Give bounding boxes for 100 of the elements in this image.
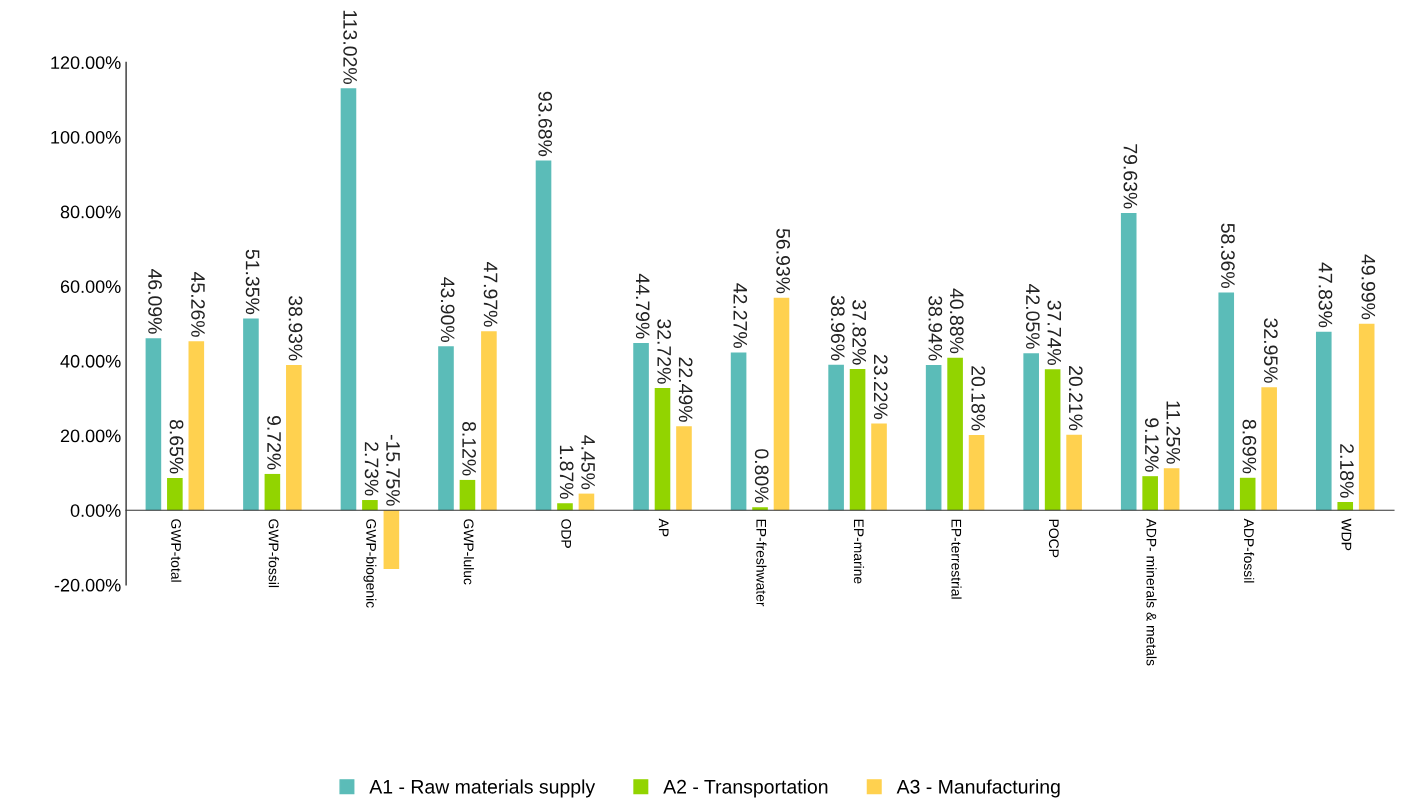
x-tick-label: EP-freshwater <box>756 519 767 607</box>
bar <box>633 343 649 511</box>
bar <box>362 500 378 511</box>
data-label: 8.69% <box>1242 419 1257 474</box>
x-tick-label: GWP-biogenic <box>363 519 377 608</box>
y-tick-label: -20.00% <box>54 578 121 592</box>
y-tick-label: 60.00% <box>60 280 121 293</box>
data-label: 58.36% <box>1221 223 1235 288</box>
bar <box>1044 369 1061 511</box>
data-label: 8.65% <box>169 419 184 474</box>
bar <box>676 426 692 511</box>
x-tick-label: WDP <box>1341 518 1352 551</box>
bar <box>340 88 357 511</box>
legend-label: A3 - Manufacturing <box>896 779 1060 798</box>
y-tick-label: 40.00% <box>60 354 121 368</box>
data-label: 11.25% <box>1166 401 1181 464</box>
data-label: 37.82% <box>852 300 867 365</box>
data-label: 49.99% <box>1361 254 1376 320</box>
bar <box>1142 476 1158 511</box>
y-tick-label: 0.00% <box>70 504 121 517</box>
data-label: 9.12% <box>1144 418 1159 472</box>
data-label: 20.18% <box>971 366 986 431</box>
data-label: 42.05% <box>1025 284 1040 349</box>
bar <box>752 507 768 511</box>
y-tick-label: 100.00% <box>51 130 121 144</box>
data-label: 2.73% <box>364 442 379 496</box>
data-label: 40.88% <box>949 288 964 354</box>
data-label: 22.49% <box>678 357 693 422</box>
bar <box>438 346 454 511</box>
data-label: 9.72% <box>267 415 281 470</box>
bar <box>654 388 671 511</box>
bar <box>773 297 790 511</box>
y-tick-label: 80.00% <box>60 205 121 219</box>
x-tick-label: EP-terrestrial <box>951 519 962 599</box>
data-label: 23.22% <box>873 354 888 420</box>
data-label: 43.90% <box>440 277 455 342</box>
x-tick-label: EP-marine <box>853 519 865 584</box>
data-label: 44.79% <box>635 273 650 339</box>
bar <box>167 477 183 511</box>
bar <box>383 510 400 569</box>
x-tick-label: ADP- minerals & metals <box>1146 518 1157 666</box>
x-tick-label: AP <box>658 518 669 537</box>
bar <box>947 357 963 511</box>
bar <box>828 364 844 511</box>
data-label: 93.68% <box>538 91 553 157</box>
x-tick-label: GWP-fossil <box>268 519 279 588</box>
bar <box>535 160 552 511</box>
bar <box>968 434 985 511</box>
data-label: 45.26% <box>191 272 205 337</box>
data-label: 38.96% <box>830 295 845 361</box>
bar <box>1358 323 1375 511</box>
bar <box>1066 434 1082 511</box>
x-tick-label: ADP-fossil <box>1243 518 1255 583</box>
data-label: 1.87% <box>559 445 574 499</box>
bar <box>578 493 595 511</box>
bar <box>145 338 162 511</box>
data-label: 113.02% <box>343 10 358 84</box>
bar <box>1163 468 1180 511</box>
y-tick-label: 20.00% <box>60 429 121 443</box>
bar <box>459 479 476 511</box>
x-tick-label: POCP <box>1048 519 1059 558</box>
data-label: 46.09% <box>148 268 162 334</box>
data-label: 37.74% <box>1047 300 1062 365</box>
bar <box>1315 331 1332 511</box>
bar <box>925 364 942 511</box>
y-tick-label: 120.00% <box>51 56 121 70</box>
data-label: -15.75% <box>386 434 400 506</box>
data-label: 8.12% <box>462 421 476 476</box>
data-label: 38.93% <box>288 295 303 361</box>
x-tick-label: ODP <box>561 519 572 548</box>
bar <box>1023 353 1039 511</box>
bar <box>264 473 281 511</box>
data-label: 47.83% <box>1318 262 1333 328</box>
bar <box>1218 292 1235 511</box>
data-label: 51.35% <box>245 249 260 315</box>
data-label: 4.45% <box>581 435 595 490</box>
x-tick-label: GWP-luluc <box>463 519 474 585</box>
x-tick-label: GWP-total <box>171 519 182 582</box>
bar <box>286 364 302 511</box>
bar <box>481 331 497 511</box>
bar <box>730 352 747 511</box>
bar <box>1239 477 1256 511</box>
bar <box>188 341 205 511</box>
bar <box>1337 502 1354 511</box>
bar <box>1120 213 1137 511</box>
data-label: 79.63% <box>1123 144 1138 209</box>
bar <box>243 318 259 511</box>
data-label: 0.80% <box>754 449 769 503</box>
data-label: 42.27% <box>733 283 748 349</box>
data-label: 38.94% <box>928 295 943 361</box>
data-label: 47.97% <box>483 261 498 327</box>
legend-label: A2 - Transportation <box>663 779 828 798</box>
bar <box>849 369 866 511</box>
bar <box>1261 387 1277 511</box>
legend-label: A1 - Raw materials supply <box>369 779 596 798</box>
data-label: 56.93% <box>776 228 791 294</box>
bar <box>871 423 887 511</box>
data-label: 20.21% <box>1068 366 1083 431</box>
data-label: 32.72% <box>657 319 672 384</box>
data-label: 32.95% <box>1263 318 1278 383</box>
